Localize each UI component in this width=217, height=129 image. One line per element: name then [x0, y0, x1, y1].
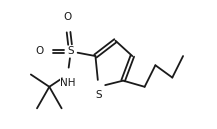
Text: NH: NH — [60, 78, 76, 88]
Text: S: S — [67, 46, 74, 56]
Text: O: O — [64, 12, 72, 22]
Text: S: S — [95, 90, 102, 100]
Text: O: O — [35, 46, 43, 56]
